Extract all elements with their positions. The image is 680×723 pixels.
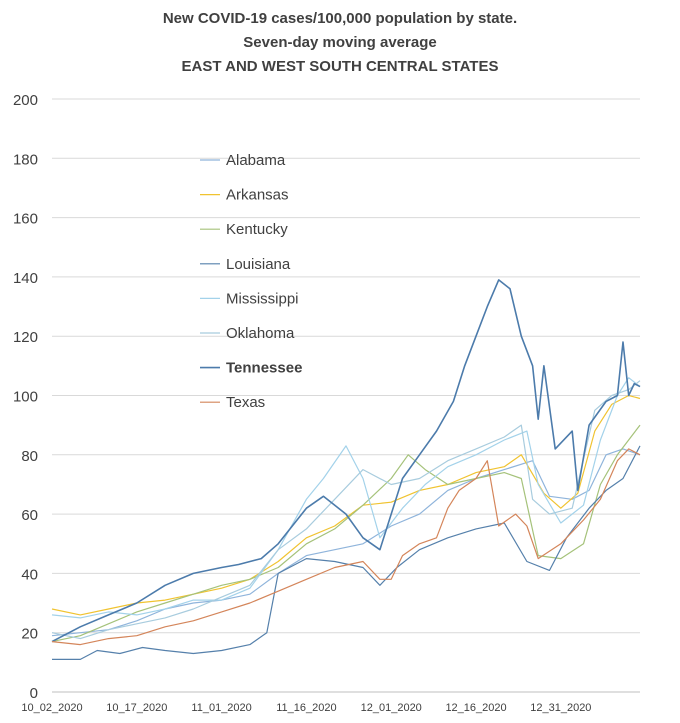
series-line-louisiana	[52, 445, 641, 660]
y-tick-label: 120	[13, 329, 38, 346]
y-tick-label: 20	[21, 626, 38, 643]
x-tick-label: 10_17_2020	[106, 702, 167, 714]
y-tick-label: 60	[21, 507, 38, 524]
y-tick-label: 40	[21, 566, 38, 583]
y-tick-label: 0	[30, 685, 38, 702]
legend-label-arkansas: Arkansas	[226, 187, 289, 204]
legend-label-alabama: Alabama	[226, 152, 286, 169]
series-line-alabama	[51, 448, 641, 637]
chart-title-line-1: New COVID-19 cases/100,000 population by…	[162, 10, 518, 27]
y-tick-label: 200	[13, 92, 38, 109]
chart-title-line-3: EAST AND WEST SOUTH CENTRAL STATES	[181, 58, 499, 75]
y-tick-label: 80	[21, 448, 38, 465]
series-line-tennessee	[51, 279, 641, 643]
y-tick-label: 100	[13, 389, 38, 406]
y-tick-label: 180	[13, 151, 38, 168]
legend-label-louisiana: Louisiana	[226, 256, 291, 273]
series-line-kentucky	[51, 424, 641, 643]
x-tick-label: 10_02_2020	[21, 702, 82, 714]
legend-label-texas: Texas	[226, 394, 265, 411]
legend-label-tennessee: Tennessee	[226, 360, 302, 377]
legend-label-mississippi: Mississippi	[226, 290, 299, 307]
y-tick-label: 140	[13, 270, 38, 287]
x-tick-label: 12_01_2020	[361, 702, 422, 714]
x-tick-label: 11_16_2020	[276, 702, 336, 714]
x-tick-label: 12_16_2020	[445, 702, 506, 714]
series-line-arkansas	[51, 394, 641, 616]
series-line-mississippi	[51, 377, 641, 619]
series-line-oklahoma	[51, 380, 641, 640]
x-tick-label: 12_31_2020	[530, 702, 591, 714]
x-tick-label: 11_01_2020	[191, 702, 251, 714]
chart-title-line-2: Seven-day moving average	[243, 34, 437, 51]
legend-label-oklahoma: Oklahoma	[226, 325, 295, 342]
y-tick-label: 160	[13, 211, 38, 228]
legend-label-kentucky: Kentucky	[226, 221, 288, 238]
series-line-texas	[51, 448, 641, 646]
